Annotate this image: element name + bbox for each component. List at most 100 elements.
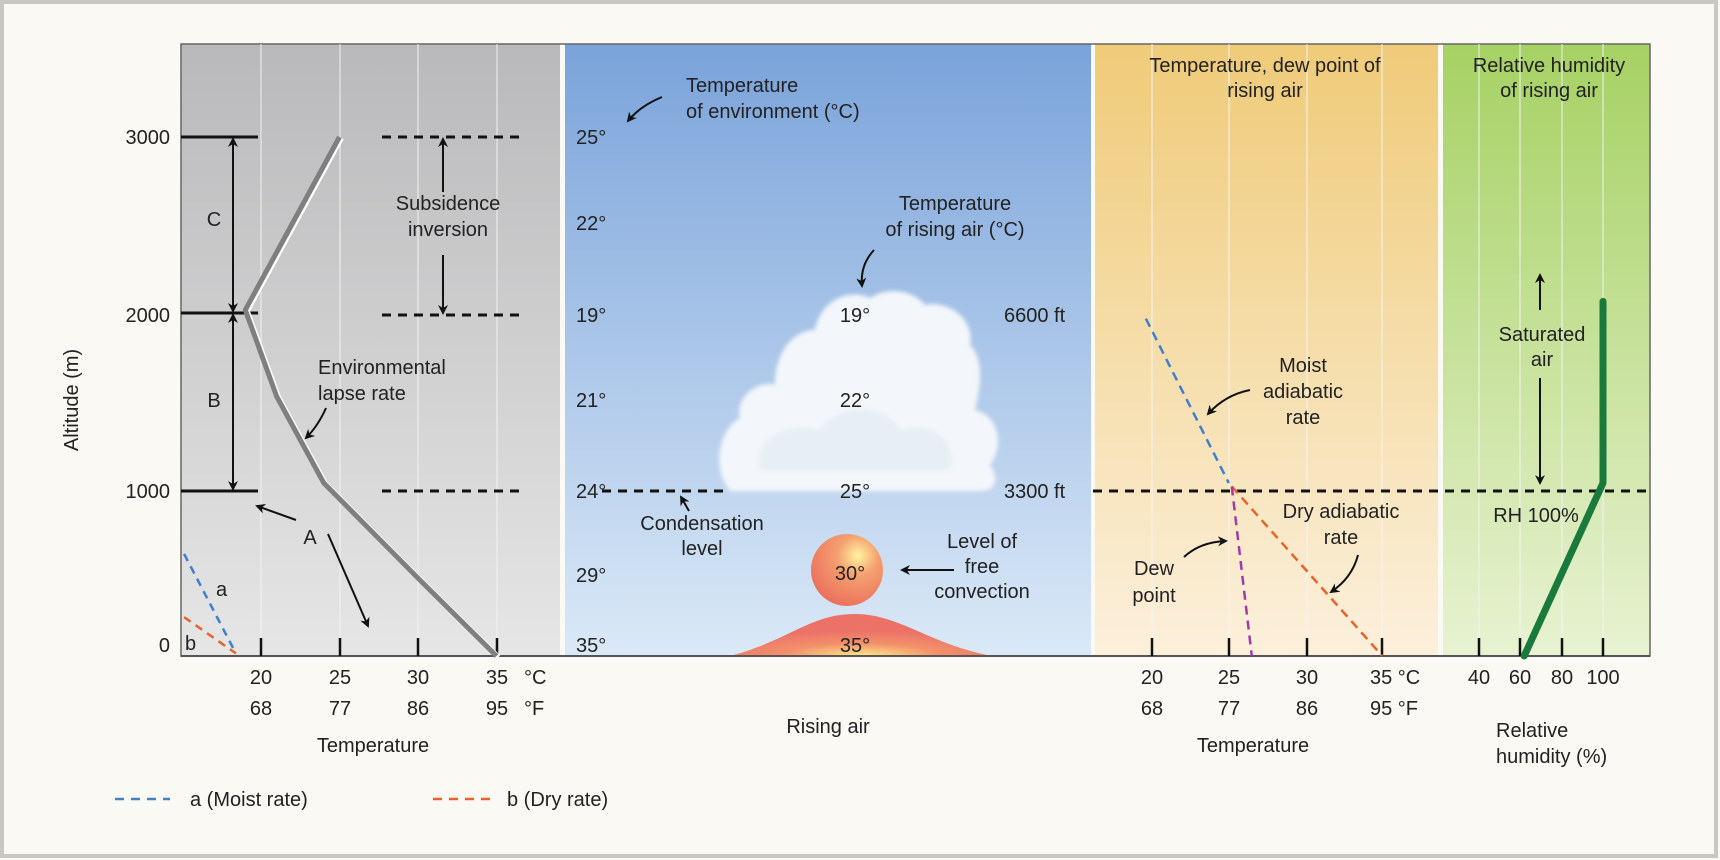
dew-arrow <box>1183 536 1228 558</box>
saturated-label: Saturated <box>1499 324 1586 346</box>
dry-rate-line-b <box>183 616 237 655</box>
panel-relative-humidity <box>1443 44 1650 656</box>
dry-label: rate <box>1324 527 1358 549</box>
x-axis-label: Relative <box>1496 720 1568 742</box>
rh100-label: RH 100% <box>1493 505 1579 527</box>
subsidence-label: Subsidence <box>396 193 501 215</box>
x-axis-label: humidity (%) <box>1496 746 1607 768</box>
axis-ticks <box>259 638 1605 656</box>
moist-adiabatic-line <box>1144 318 1230 484</box>
condensation-arrow <box>680 495 690 512</box>
panel3-title: rising air <box>1227 80 1303 102</box>
rising-temp: 30° <box>835 563 865 585</box>
dew-point-line <box>1230 486 1254 657</box>
y-tick-label: 2000 <box>126 305 171 327</box>
x-tick-c: 30 <box>407 667 429 689</box>
x-tick-c: 35 <box>486 667 508 689</box>
dry-adiabatic-line <box>1230 485 1384 657</box>
rising-temp-arrow <box>856 249 875 288</box>
env-lapse-label: Environmental <box>318 357 446 379</box>
dry-label: Dry adiabatic <box>1283 501 1400 523</box>
layer-a-label: A <box>303 527 317 549</box>
y-tick-label: 3000 <box>126 127 171 149</box>
environmental-lapse-rate-line <box>242 135 499 658</box>
env-temp: 24° <box>576 481 606 503</box>
rising-temp: 35° <box>840 635 870 657</box>
lfc-label: convection <box>934 581 1030 603</box>
x-tick-c: 25 <box>1218 667 1240 689</box>
x-tick-f: 68 <box>250 698 272 720</box>
x-tick-f: 68 <box>1141 698 1163 720</box>
moist-arrow <box>1206 389 1251 416</box>
env-temp: 21° <box>576 390 606 412</box>
x-tick-f: 77 <box>1218 698 1240 720</box>
env-lapse-arrow <box>304 407 327 440</box>
env-temp-title: of environment (°C) <box>686 101 860 123</box>
x-tick-f: 86 <box>1296 698 1318 720</box>
env-temp: 25° <box>576 127 606 149</box>
relative-humidity-line <box>1520 297 1607 660</box>
inversion-label: inversion <box>408 219 488 241</box>
layer-c-label: C <box>207 209 221 231</box>
moist-label: Moist <box>1279 355 1327 377</box>
legend-dry-label: b (Dry rate) <box>507 789 608 811</box>
x-unit-f: °F <box>524 698 544 720</box>
x-tick-rh: 100 <box>1586 667 1619 689</box>
x-tick-rh: 40 <box>1468 667 1490 689</box>
env-temp-arrow <box>626 96 663 123</box>
x-axis-label: Temperature <box>1197 735 1309 757</box>
rising-temp-title: Temperature <box>899 193 1011 215</box>
warm-ground-air <box>730 614 993 656</box>
x-axis-label: Temperature <box>317 735 429 757</box>
x-tick-f: 95 <box>486 698 508 720</box>
rising-temp: 19° <box>840 305 870 327</box>
x-tick-rh: 80 <box>1551 667 1573 689</box>
panel3-title: Temperature, dew point of <box>1149 55 1381 77</box>
line-a-label: a <box>216 579 228 601</box>
x-tick-rh: 60 <box>1509 667 1531 689</box>
layer-b-label: B <box>207 390 220 412</box>
saturated-label: air <box>1531 349 1554 371</box>
x-unit-c: °C <box>524 667 546 689</box>
panel4-title: Relative humidity <box>1473 55 1625 77</box>
rising-temp-title: of rising air (°C) <box>885 219 1024 241</box>
env-lapse-label: lapse rate <box>318 383 406 405</box>
rising-air-label: Rising air <box>786 716 870 738</box>
x-tick-c: 20 <box>1141 667 1163 689</box>
dry-arrow <box>1329 554 1359 594</box>
env-temp: 29° <box>576 565 606 587</box>
x-tick-c: 20 <box>250 667 272 689</box>
condensation-label: Condensation <box>640 513 763 535</box>
x-tick-f: 77 <box>329 698 351 720</box>
layer-a-arrow-up <box>255 503 297 521</box>
env-temp: 35° <box>576 635 606 657</box>
x-tick-f: 86 <box>407 698 429 720</box>
x-tick-c: 25 <box>329 667 351 689</box>
line-b-label: b <box>185 633 196 655</box>
rising-temp: 25° <box>840 481 870 503</box>
x-tick-f: 95 °F <box>1370 698 1418 720</box>
moist-label: rate <box>1286 407 1320 429</box>
rising-temp: 22° <box>840 390 870 412</box>
dew-label: Dew <box>1134 558 1175 580</box>
x-tick-c: 35 °C <box>1370 667 1420 689</box>
dew-label: point <box>1132 585 1176 607</box>
env-temp-title: Temperature <box>686 75 798 97</box>
y-axis-label: Altitude (m) <box>61 349 83 451</box>
moist-label: adiabatic <box>1263 381 1343 403</box>
lfc-label: Level of <box>947 531 1017 553</box>
env-temp: 19° <box>576 305 606 327</box>
rising-air-parcel <box>811 534 883 606</box>
moist-rate-line-a <box>182 553 238 654</box>
height-3300ft: 3300 ft <box>1004 481 1066 503</box>
panel4-title: of rising air <box>1500 80 1598 102</box>
y-tick-label: 1000 <box>126 481 171 503</box>
layer-a-arrow-down <box>327 533 370 628</box>
lfc-label: free <box>965 556 999 578</box>
cumulus-cloud <box>719 291 998 491</box>
condensation-label: level <box>681 538 722 560</box>
legend-moist-label: a (Moist rate) <box>190 789 308 811</box>
x-tick-c: 30 <box>1296 667 1318 689</box>
env-temp: 22° <box>576 213 606 235</box>
